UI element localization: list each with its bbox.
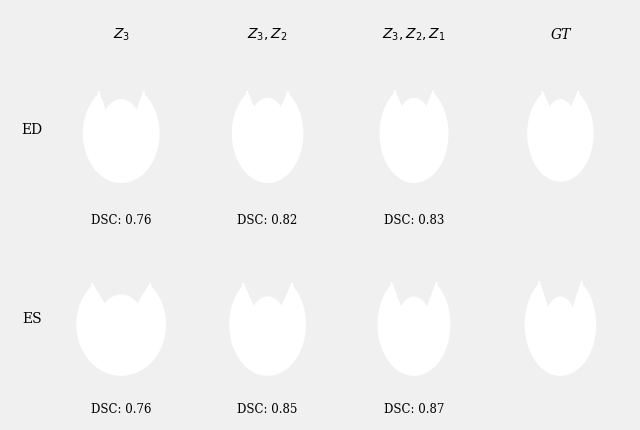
Polygon shape: [427, 91, 433, 109]
Text: DSC: 0.76: DSC: 0.76: [91, 214, 152, 227]
Polygon shape: [92, 283, 104, 306]
Polygon shape: [572, 91, 579, 109]
Polygon shape: [380, 94, 448, 182]
Polygon shape: [394, 91, 401, 109]
Polygon shape: [232, 94, 303, 182]
Polygon shape: [139, 283, 150, 306]
Polygon shape: [247, 91, 253, 110]
Polygon shape: [99, 92, 105, 113]
Polygon shape: [428, 282, 436, 310]
Polygon shape: [282, 91, 289, 110]
Polygon shape: [243, 283, 253, 309]
Text: DSC: 0.87: DSC: 0.87: [384, 403, 444, 416]
Polygon shape: [539, 281, 548, 310]
Text: DSC: 0.76: DSC: 0.76: [91, 403, 152, 416]
Polygon shape: [83, 95, 159, 182]
Text: ED: ED: [21, 123, 43, 137]
Polygon shape: [542, 91, 548, 109]
Polygon shape: [282, 283, 292, 309]
Polygon shape: [391, 282, 401, 310]
Text: DSC: 0.82: DSC: 0.82: [237, 214, 298, 227]
Text: DSC: 0.85: DSC: 0.85: [237, 403, 298, 416]
Polygon shape: [138, 92, 144, 113]
Text: ES: ES: [22, 312, 42, 326]
Text: $Z_3$: $Z_3$: [113, 27, 130, 43]
Polygon shape: [230, 286, 305, 375]
Polygon shape: [525, 284, 595, 375]
Text: $Z_3,Z_2,Z_1$: $Z_3,Z_2,Z_1$: [382, 27, 445, 43]
Polygon shape: [77, 286, 165, 375]
Text: GT: GT: [550, 28, 571, 42]
Polygon shape: [528, 94, 593, 181]
Polygon shape: [378, 286, 450, 375]
Polygon shape: [573, 281, 582, 310]
Text: DSC: 0.83: DSC: 0.83: [384, 214, 444, 227]
Text: $Z_3,Z_2$: $Z_3,Z_2$: [248, 27, 288, 43]
